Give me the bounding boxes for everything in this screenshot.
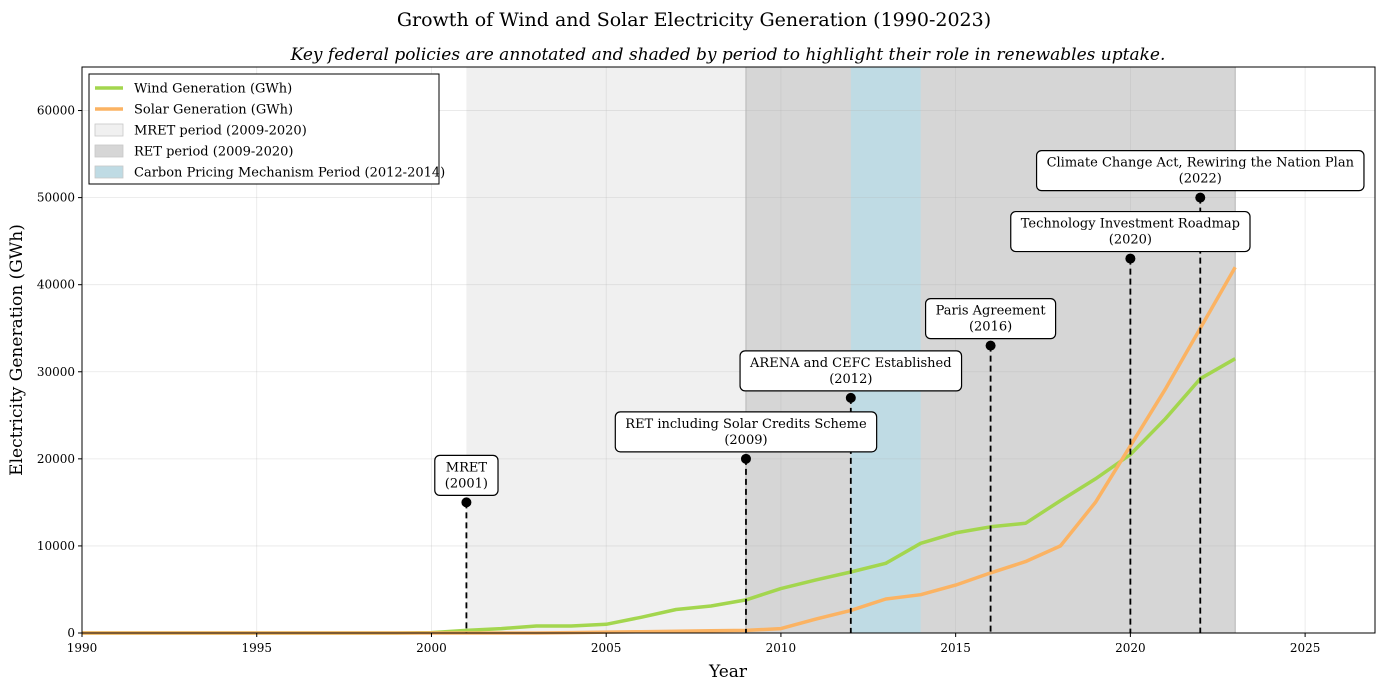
axes-frame (81, 66, 1376, 634)
legend-label: MRET period (2009-2020) (134, 124, 307, 139)
x-tick-label: 2015 (940, 641, 971, 655)
annotation-label: Climate Change Act, Rewiring the Nation … (1047, 156, 1355, 171)
annotation-box (739, 350, 963, 392)
legend-label: Wind Generation (GWh) (134, 82, 292, 97)
y-axis-label: Electricity Generation (GWh) (7, 224, 27, 476)
annotation-label: RET including Solar Credits Scheme (625, 417, 867, 432)
annotation-year: (2012) (829, 372, 872, 387)
annotation-year: (2022) (1179, 172, 1222, 187)
plot-area: MRET(2001) RET including Solar Credits Sc… (37, 66, 1376, 655)
chart-subtitle: Key federal policies are annotated and s… (290, 45, 1166, 65)
policy-marker (740, 453, 751, 464)
annotation-label: Technology Investment Roadmap (1021, 217, 1240, 232)
x-tick-label: 1990 (67, 641, 98, 655)
annotation-box (1035, 150, 1365, 192)
shaded-period-2 (850, 67, 921, 633)
policy-annotation: Technology Investment Roadmap(2020) (1010, 210, 1251, 253)
x-tick-label: 2020 (1115, 641, 1146, 655)
legend: Wind Generation (GWh) Solar Generation (G… (88, 73, 445, 185)
legend-label: Carbon Pricing Mechanism Period (2012-20… (134, 166, 445, 181)
y-tick-label: 0 (67, 626, 75, 640)
y-tick-label: 10000 (37, 539, 75, 553)
legend-swatch (94, 144, 124, 158)
policy-annotation: MRET(2001) (434, 454, 499, 496)
annotation-box (434, 454, 499, 496)
annotation-year: (2016) (969, 320, 1012, 335)
annotation-box (614, 411, 878, 453)
legend-swatch (94, 165, 124, 179)
policy-marker (985, 340, 996, 351)
chart-title: Growth of Wind and Solar Electricity Gen… (397, 9, 991, 31)
policy-marker (1195, 192, 1206, 203)
annotation-label: ARENA and CEFC Established (749, 356, 952, 371)
y-tick-label: 60000 (37, 104, 75, 118)
y-tick-label: 50000 (37, 191, 75, 205)
legend-label: Solar Generation (GWh) (134, 103, 293, 118)
annotation-year: (2009) (724, 433, 767, 448)
annotation-box (924, 298, 1057, 340)
shaded-period-0 (466, 67, 746, 633)
x-tick-label: 1995 (241, 641, 272, 655)
annotation-label: MRET (446, 460, 488, 475)
y-tick-label: 20000 (37, 452, 75, 466)
policy-marker (845, 392, 856, 403)
x-tick-label: 2000 (416, 641, 447, 655)
x-tick-label: 2005 (591, 641, 622, 655)
policy-marker (461, 497, 472, 508)
policy-annotation: RET including Solar Credits Scheme(2009) (614, 411, 878, 453)
annotation-year: (2020) (1109, 233, 1152, 248)
legend-box (88, 73, 440, 185)
legend-swatch (94, 123, 124, 137)
policy-annotation: ARENA and CEFC Established(2012) (739, 350, 963, 392)
x-axis-label: Year (708, 662, 748, 682)
annotation-label: Paris Agreement (936, 304, 1047, 319)
annotation-year: (2001) (445, 476, 488, 491)
x-tick-label: 2025 (1290, 641, 1321, 655)
y-tick-label: 30000 (37, 365, 75, 379)
annotation-box (1010, 210, 1251, 253)
policy-annotation: Climate Change Act, Rewiring the Nation … (1035, 150, 1365, 192)
policy-annotation: Paris Agreement(2016) (924, 298, 1057, 340)
x-tick-label: 2010 (766, 641, 797, 655)
legend-label: RET period (2009-2020) (134, 145, 293, 160)
policy-marker (1125, 253, 1136, 264)
y-tick-label: 40000 (37, 278, 75, 292)
